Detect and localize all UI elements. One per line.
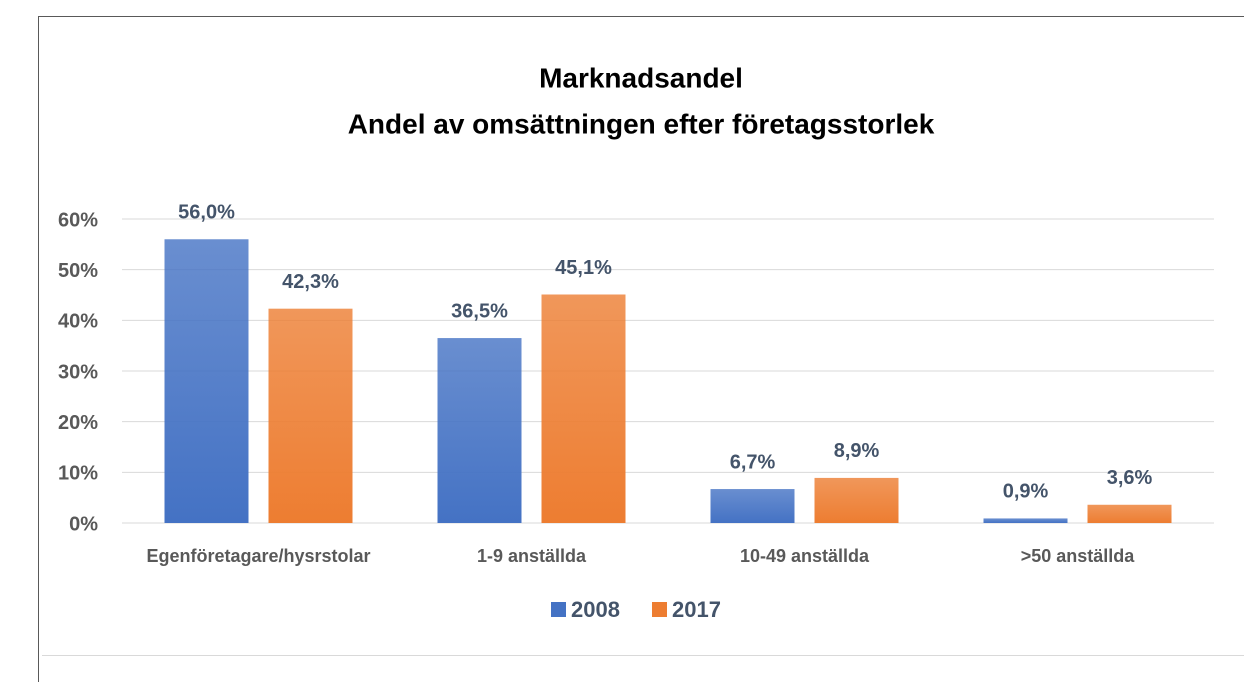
x-tick-label: Egenföretagare/hysrstolar bbox=[146, 546, 370, 566]
legend-swatch bbox=[652, 602, 667, 617]
legend-label: 2008 bbox=[571, 597, 620, 622]
x-tick-label: 1-9 anställda bbox=[477, 546, 587, 566]
y-tick-label: 60% bbox=[58, 209, 98, 231]
value-label: 6,7% bbox=[730, 451, 776, 473]
y-tick-label: 20% bbox=[58, 412, 98, 434]
y-tick-label: 50% bbox=[58, 260, 98, 282]
value-label: 45,1% bbox=[555, 257, 612, 279]
value-label: 36,5% bbox=[451, 300, 508, 322]
chart-title: Marknadsandel bbox=[539, 62, 743, 93]
chart-subtitle: Andel av omsättningen efter företagsstor… bbox=[348, 108, 935, 139]
y-tick-label: 0% bbox=[69, 513, 98, 535]
legend-label: 2017 bbox=[672, 597, 721, 622]
bar bbox=[542, 294, 626, 523]
bar bbox=[711, 489, 795, 523]
bar bbox=[269, 309, 353, 523]
value-label: 42,3% bbox=[282, 271, 339, 293]
value-label: 8,9% bbox=[834, 440, 880, 462]
bar bbox=[1088, 505, 1172, 523]
y-tick-label: 10% bbox=[58, 463, 98, 485]
x-tick-label: >50 anställda bbox=[1021, 546, 1136, 566]
value-label: 56,0% bbox=[178, 202, 235, 224]
bar bbox=[984, 518, 1068, 523]
bar bbox=[438, 338, 522, 523]
legend-swatch bbox=[551, 602, 566, 617]
y-tick-label: 40% bbox=[58, 311, 98, 333]
x-tick-label: 10-49 anställda bbox=[740, 546, 870, 566]
bar bbox=[165, 239, 249, 523]
y-tick-label: 30% bbox=[58, 361, 98, 383]
value-label: 3,6% bbox=[1107, 467, 1153, 489]
bar bbox=[815, 478, 899, 523]
value-label: 0,9% bbox=[1003, 481, 1049, 503]
